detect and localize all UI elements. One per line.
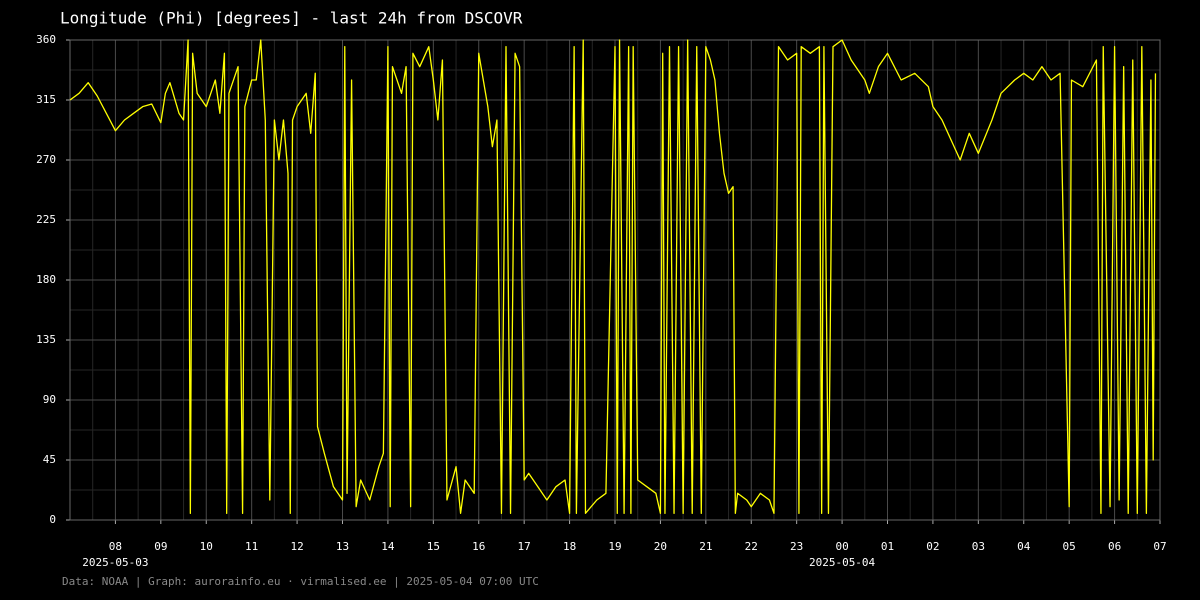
x-tick-label: 18: [563, 540, 576, 553]
y-tick-label: 270: [36, 153, 56, 166]
y-tick-label: 0: [49, 513, 56, 526]
x-tick-label: 03: [972, 540, 985, 553]
y-tick-label: 315: [36, 93, 56, 106]
y-tick-label: 180: [36, 273, 56, 286]
x-tick-label: 00: [835, 540, 848, 553]
x-tick-label: 22: [745, 540, 758, 553]
y-tick-label: 90: [43, 393, 56, 406]
x-tick-label: 12: [290, 540, 303, 553]
x-tick-label: 01: [881, 540, 894, 553]
x-tick-label: 19: [608, 540, 621, 553]
x-tick-label: 04: [1017, 540, 1031, 553]
x-tick-label: 16: [472, 540, 485, 553]
x-tick-label: 08: [109, 540, 122, 553]
y-tick-label: 360: [36, 33, 56, 46]
x-tick-label: 13: [336, 540, 349, 553]
x-tick-label: 06: [1108, 540, 1121, 553]
x-tick-label: 23: [790, 540, 803, 553]
chart-title: Longitude (Phi) [degrees] - last 24h fro…: [60, 9, 523, 28]
date-label: 2025-05-03: [82, 556, 148, 569]
x-tick-label: 14: [381, 540, 395, 553]
x-tick-label: 09: [154, 540, 167, 553]
y-tick-label: 45: [43, 453, 56, 466]
x-tick-label: 21: [699, 540, 712, 553]
x-tick-label: 10: [200, 540, 213, 553]
x-tick-label: 02: [926, 540, 939, 553]
footer: Data: NOAA | Graph: aurorainfo.eu · virm…: [62, 575, 539, 588]
data-line: [69, 39, 1157, 514]
x-tick-label: 17: [518, 540, 531, 553]
x-tick-label: 20: [654, 540, 667, 553]
y-tick-label: 135: [36, 333, 56, 346]
x-tick-label: 15: [427, 540, 440, 553]
date-label: 2025-05-04: [809, 556, 876, 569]
x-tick-label: 05: [1063, 540, 1076, 553]
x-tick-label: 07: [1153, 540, 1166, 553]
x-tick-label: 11: [245, 540, 258, 553]
plot-frame: [69, 39, 1161, 521]
y-tick-label: 225: [36, 213, 56, 226]
